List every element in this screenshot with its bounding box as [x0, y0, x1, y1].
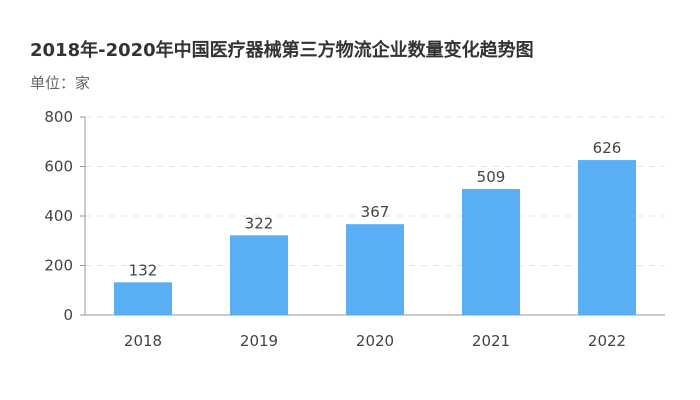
data-label-2021: 509: [477, 168, 506, 186]
bar-2019[interactable]: [230, 235, 288, 315]
y-tick-label: 400: [44, 207, 73, 225]
y-tick-label: 0: [63, 306, 73, 324]
data-label-2020: 367: [361, 203, 390, 221]
x-tick-label-2018: 2018: [124, 332, 162, 350]
x-tick-label-2022: 2022: [588, 332, 626, 350]
x-tick-label-2020: 2020: [356, 332, 394, 350]
data-label-2019: 322: [245, 214, 274, 232]
y-tick-label: 600: [44, 158, 73, 176]
data-label-2022: 626: [593, 139, 622, 157]
labels: 132 2018 322 2019 367 2020 509 2021 626 2022: [124, 139, 626, 350]
y-tick-label: 200: [44, 257, 73, 275]
bars: [114, 160, 636, 315]
x-tick-label-2019: 2019: [240, 332, 278, 350]
bar-2020[interactable]: [346, 224, 404, 315]
y-tick-label: 800: [44, 108, 73, 126]
data-label-2018: 132: [129, 261, 158, 279]
bar-2022[interactable]: [578, 160, 636, 315]
chart-title: 2018年-2020年中国医疗器械第三方物流企业数量变化趋势图: [30, 40, 534, 61]
axes: 0 200 400 600 800: [44, 108, 665, 324]
bar-2018[interactable]: [114, 282, 172, 315]
bar-2021[interactable]: [462, 189, 520, 315]
chart-unit-label: 单位：家: [30, 74, 91, 92]
x-tick-label-2021: 2021: [472, 332, 510, 350]
